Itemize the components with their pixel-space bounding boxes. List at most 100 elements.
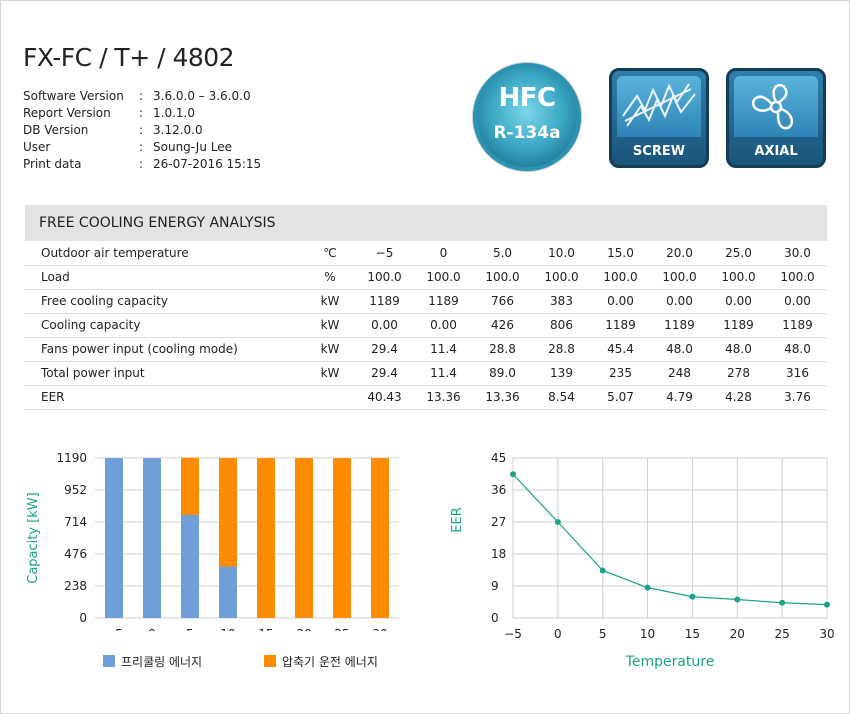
table-cell: 383 bbox=[532, 289, 591, 314]
eer-data-point bbox=[599, 567, 606, 574]
table-cell: 100.0 bbox=[355, 265, 414, 290]
table-cell: 426 bbox=[473, 313, 532, 338]
info-colon: : bbox=[139, 89, 144, 103]
table-cell: 25.0 bbox=[709, 241, 768, 266]
y-tick-label: 9 bbox=[491, 579, 499, 593]
row-label: Total power input bbox=[25, 361, 305, 386]
table-row: Total power input kW 29.4 11.4 89.0 139 235 248… bbox=[25, 361, 827, 386]
x-tick-label: 5 bbox=[599, 627, 607, 641]
bar-segment bbox=[181, 515, 199, 618]
eer-line-chart: 0 9 18 27 36 45 −5 0 5 10 15 20 25 30 EER Temperature bbox=[450, 451, 835, 670]
y-tick-label: 36 bbox=[491, 483, 506, 497]
eer-data-point bbox=[689, 593, 696, 600]
info-row: DB Version:3.12.0.0 bbox=[23, 122, 261, 139]
bar-segment bbox=[143, 458, 161, 618]
info-colon: : bbox=[139, 140, 144, 154]
info-value: 3.12.0.0 bbox=[153, 123, 203, 137]
bar-chart-legend: 프리쿨링 에너지 압축기 운전 에너지 bbox=[103, 653, 378, 670]
table-cell: 5.07 bbox=[591, 385, 650, 410]
eer-data-point bbox=[510, 471, 516, 478]
table-cell: 139 bbox=[532, 361, 591, 386]
table-cell: 0.00 bbox=[591, 289, 650, 314]
info-row: Report Version:1.0.1.0 bbox=[23, 105, 261, 122]
eer-series-line bbox=[512, 473, 828, 606]
table-row: Outdoor air temperature ℃ −5 0 5.0 10.0 15.0 20… bbox=[25, 241, 827, 266]
x-tick-label: 0 bbox=[554, 627, 562, 641]
axial-fan-badge: AXIAL bbox=[726, 68, 826, 168]
info-colon: : bbox=[139, 123, 144, 137]
bar-segment bbox=[181, 457, 199, 516]
info-key: User bbox=[23, 140, 51, 154]
x-tick-label: 25 bbox=[334, 627, 349, 631]
table-cell: 10.0 bbox=[532, 241, 591, 266]
info-key: DB Version bbox=[23, 123, 89, 137]
table-cell: 28.8 bbox=[532, 337, 591, 362]
report-info: Software Version:3.6.0.0 – 3.6.0.0 Repor… bbox=[23, 88, 261, 173]
x-tick-label: −5 bbox=[504, 627, 522, 641]
y-tick-label: 714 bbox=[64, 515, 87, 529]
table-row: Cooling capacity kW 0.00 0.00 426 806 1189 1189… bbox=[25, 313, 827, 338]
x-tick-label: 5 bbox=[186, 627, 194, 631]
table-cell: 1189 bbox=[768, 313, 827, 338]
info-colon: : bbox=[139, 106, 144, 120]
table-cell: 1189 bbox=[355, 289, 414, 314]
table-cell: 0.00 bbox=[709, 289, 768, 314]
table-cell: 29.4 bbox=[355, 337, 414, 362]
info-key: Software Version bbox=[23, 89, 124, 103]
row-label: Free cooling capacity bbox=[25, 289, 305, 314]
x-tick-label: 25 bbox=[775, 627, 790, 641]
table-cell: 100.0 bbox=[414, 265, 473, 290]
y-axis-label: Capacity [kW] bbox=[26, 492, 41, 583]
table-cell: −5 bbox=[355, 241, 414, 266]
row-label: EER bbox=[25, 385, 305, 410]
table-cell: 100.0 bbox=[709, 265, 768, 290]
row-unit: kW bbox=[305, 361, 355, 386]
bar-segment bbox=[219, 458, 237, 567]
table-cell: 8.54 bbox=[532, 385, 591, 410]
bar-segment bbox=[295, 458, 313, 618]
table-cell: 1189 bbox=[709, 313, 768, 338]
table-cell: 100.0 bbox=[532, 265, 591, 290]
eer-data-point bbox=[824, 601, 830, 608]
table-cell: 100.0 bbox=[473, 265, 532, 290]
bar-segment bbox=[257, 458, 275, 618]
info-colon: : bbox=[139, 157, 144, 171]
eer-data-point bbox=[554, 519, 561, 525]
info-value: 26-07-2016 15:15 bbox=[153, 157, 262, 171]
table-cell: 29.4 bbox=[355, 361, 414, 386]
y-tick-label: 0 bbox=[491, 611, 499, 625]
table-cell: 0.00 bbox=[355, 313, 414, 338]
energy-analysis-section: FREE COOLING ENERGY ANALYSIS Outdoor air… bbox=[25, 205, 827, 410]
info-value: Soung-Ju Lee bbox=[153, 140, 232, 154]
info-value: 3.6.0.0 – 3.6.0.0 bbox=[153, 89, 251, 103]
table-cell: 1189 bbox=[650, 313, 709, 338]
table-cell: 45.4 bbox=[591, 337, 650, 362]
table-cell: 4.79 bbox=[650, 385, 709, 410]
row-unit: kW bbox=[305, 313, 355, 338]
table-cell: 13.36 bbox=[414, 385, 473, 410]
row-label: Outdoor air temperature bbox=[25, 241, 305, 266]
bar-segment bbox=[105, 458, 123, 618]
table-row: Free cooling capacity kW 1189 1189 766 383 0.0… bbox=[25, 289, 827, 314]
table-cell: 13.36 bbox=[473, 385, 532, 410]
table-cell: 248 bbox=[650, 361, 709, 386]
info-value: 1.0.1.0 bbox=[153, 106, 195, 120]
table-cell: 15.0 bbox=[591, 241, 650, 266]
table-cell: 1189 bbox=[414, 289, 473, 314]
table-cell: 28.8 bbox=[473, 337, 532, 362]
hfc-badge-subtitle: R-134a bbox=[493, 123, 561, 143]
table-cell: 48.0 bbox=[768, 337, 827, 362]
table-cell: 40.43 bbox=[355, 385, 414, 410]
page-title: FX-FC / T+ / 4802 bbox=[23, 43, 235, 72]
table-row: EER 40.43 13.36 13.36 8.54 5.07 4.79 4.28 3.76 bbox=[25, 385, 827, 410]
eer-data-point bbox=[644, 584, 651, 591]
section-header: FREE COOLING ENERGY ANALYSIS bbox=[25, 205, 827, 241]
info-row: Software Version:3.6.0.0 – 3.6.0.0 bbox=[23, 88, 261, 105]
fan-icon bbox=[751, 83, 794, 130]
table-cell: 5.0 bbox=[473, 241, 532, 266]
hfc-badge-title: HFC bbox=[498, 83, 556, 113]
x-tick-label: 10 bbox=[640, 627, 655, 641]
eer-data-point bbox=[734, 596, 741, 603]
row-unit: kW bbox=[305, 289, 355, 314]
